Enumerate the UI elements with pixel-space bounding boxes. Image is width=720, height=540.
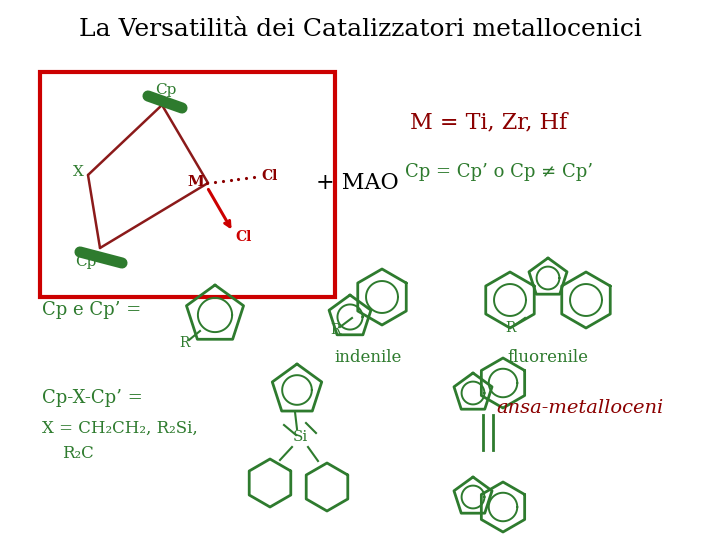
Text: Cp = Cp’ o Cp ≠ Cp’: Cp = Cp’ o Cp ≠ Cp’ (405, 163, 593, 181)
Text: R: R (179, 336, 189, 350)
Text: Cp e Cp’ =: Cp e Cp’ = (42, 301, 141, 319)
Text: Si: Si (292, 430, 307, 444)
Text: R: R (505, 321, 516, 335)
Text: La Versatilità dei Catalizzatori metallocenici: La Versatilità dei Catalizzatori metallo… (78, 18, 642, 42)
Text: M = Ti, Zr, Hf: M = Ti, Zr, Hf (410, 111, 567, 133)
Text: fluorenile: fluorenile (508, 349, 588, 367)
Text: Cl: Cl (261, 169, 277, 183)
Text: indenile: indenile (334, 349, 402, 367)
Text: X = CH₂CH₂, R₂Si,: X = CH₂CH₂, R₂Si, (42, 420, 198, 436)
Text: Cl: Cl (235, 230, 251, 244)
Bar (40, 72, 335, 297)
Text: Cp: Cp (156, 83, 176, 97)
Text: Cp': Cp' (76, 255, 101, 269)
Text: Cp-X-Cp’ =: Cp-X-Cp’ = (42, 389, 143, 407)
Text: M: M (187, 175, 204, 189)
Text: R₂C: R₂C (62, 444, 94, 462)
Text: R: R (330, 323, 340, 337)
Text: X: X (73, 165, 84, 179)
Text: ansa-metalloceni: ansa-metalloceni (496, 399, 664, 417)
Text: + MAO: + MAO (316, 172, 399, 194)
